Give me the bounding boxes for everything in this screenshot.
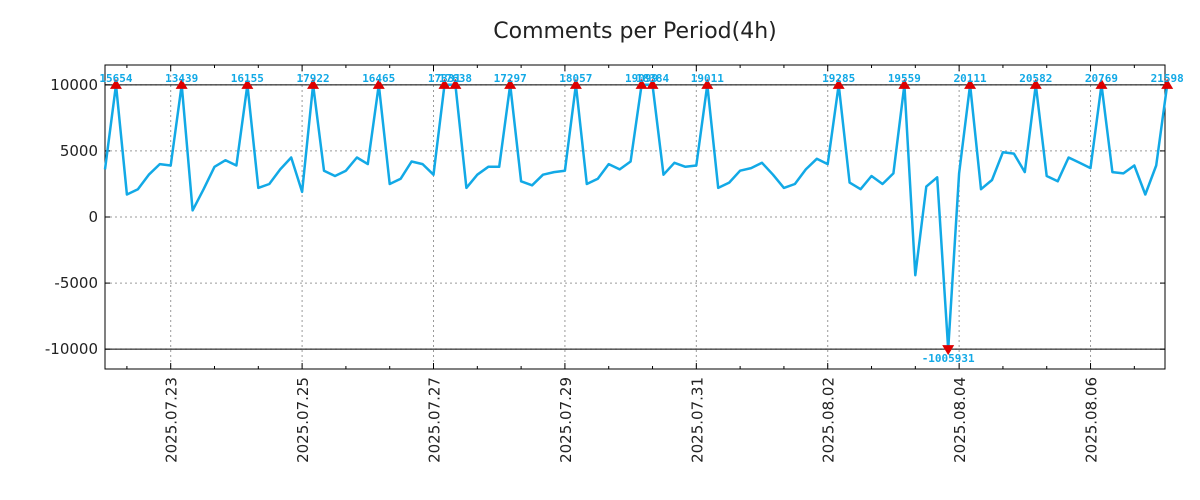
peak-label: 17922 [296,72,329,85]
y-tick-label: 5000 [60,142,98,160]
peak-marker [701,78,714,89]
peak-label: 20769 [1085,72,1118,85]
peak-label: 13439 [165,72,198,85]
peak-marker [898,78,911,89]
peak-marker [964,78,977,89]
peak-markers [109,78,1174,356]
chart-title: Comments per Period(4h) [493,19,777,44]
peak-label: 19099 [625,72,658,85]
trough-label: -1005931 [922,352,975,365]
peak-label: 17331 [428,72,461,85]
peak-marker [646,78,659,89]
peak-marker [109,78,122,89]
peak-label: 17297 [494,72,527,85]
peak-marker [175,78,188,89]
x-tick-label: 2025.08.02 [820,377,838,463]
peak-label: 19285 [822,72,855,85]
peak-marker [569,78,582,89]
peak-marker [832,78,845,89]
clip-lines [105,84,1165,350]
y-tick-label: 10000 [50,76,98,94]
y-tick-label: -10000 [45,340,98,358]
x-tick-label: 2025.08.04 [951,377,969,463]
peak-label: 19011 [691,72,724,85]
plot-frame [104,64,1166,370]
peak-label: 16155 [231,72,264,85]
axes: 10000 5000 0 -5000 -10000 2025.07.23 2025.07.2… [45,64,1166,463]
x-tick-label: 2025.08.06 [1083,377,1101,463]
peak-marker [1095,78,1108,89]
peak-label: 19559 [888,72,921,85]
peak-marker [504,78,517,89]
series-line [103,83,1169,351]
x-tick-label: 2025.07.31 [688,377,706,463]
peak-label: 18384 [636,72,669,85]
peak-marker [635,78,648,89]
series-comments [103,83,1169,351]
peak-label: 20111 [954,72,987,85]
grid [105,65,1165,369]
peak-marker [241,78,254,89]
peak-marker [1029,78,1042,89]
peak-marker [372,78,385,89]
y-tick-label: -5000 [54,274,98,292]
x-tick-label: 2025.07.29 [557,377,575,463]
peak-label: 18057 [559,72,592,85]
peak-marker [1161,78,1174,89]
peak-label: 15654 [99,72,132,85]
peak-marker [449,78,462,89]
x-tick-label: 2025.07.23 [163,377,181,463]
peak-label: 17638 [439,72,472,85]
peak-label: 16465 [362,72,395,85]
x-tick-label: 2025.07.25 [294,377,312,463]
x-tick-label: 2025.07.27 [426,377,444,463]
peak-label: 20582 [1019,72,1052,85]
peak-marker [438,78,451,89]
peak-marker [307,78,320,89]
peak-label: 21598 [1151,72,1184,85]
y-tick-label: 0 [88,208,98,226]
trough-marker [942,345,955,356]
